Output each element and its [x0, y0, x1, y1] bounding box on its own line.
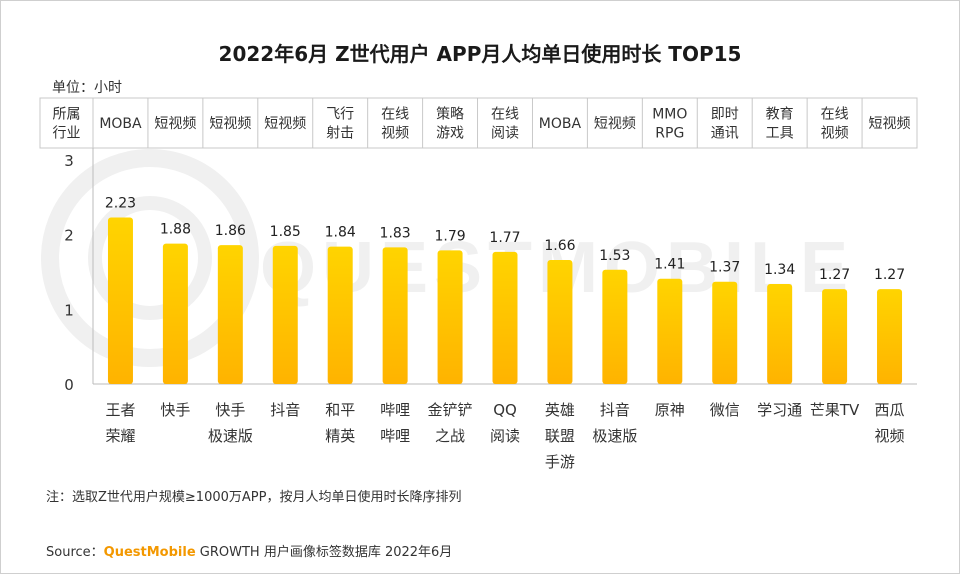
x-tick-label: 芒果TV [810, 401, 860, 419]
table-header-label: 所属 [53, 107, 81, 123]
y-tick-label: 3 [64, 152, 74, 170]
x-tick-label: 西瓜 [875, 401, 905, 419]
x-tick-label: 快手 [160, 401, 190, 419]
bar [657, 278, 683, 384]
y-tick-label: 1 [64, 301, 74, 319]
industry-cell: 短视频 [209, 116, 251, 132]
table-border [39, 97, 918, 149]
bar-value-label: 1.37 [709, 260, 740, 276]
bar [492, 251, 518, 384]
x-tick-label: 学习通 [757, 401, 802, 419]
bar-value-label: 2.23 [105, 195, 136, 211]
bar-value-label: 1.27 [874, 267, 905, 283]
bar [767, 283, 793, 384]
bar [272, 245, 298, 384]
bar [547, 260, 573, 384]
bar-value-label: 1.84 [325, 225, 356, 241]
source-prefix: Source： [46, 545, 104, 560]
x-tick-label: 抖音 [600, 401, 630, 419]
bar [437, 250, 463, 384]
x-tick-label: 之战 [435, 427, 465, 445]
bar [382, 247, 408, 384]
industry-cell: 策略 [436, 106, 464, 123]
x-tick-label: 视频 [875, 427, 905, 445]
bar-value-label: 1.77 [489, 230, 520, 246]
source-line: Source：QuestMobile GROWTH 用户画像标签数据库 2022… [46, 541, 452, 560]
industry-cell: MOBA [99, 116, 142, 132]
bar [162, 243, 188, 384]
bar [877, 289, 903, 384]
industry-cell: 教育 [766, 107, 794, 123]
x-tick-label: 王者 [105, 401, 135, 419]
x-tick-label: 快手 [215, 401, 245, 419]
bar [602, 269, 628, 384]
bar-value-label: 1.86 [215, 223, 246, 239]
x-tick-label: 原神 [655, 401, 685, 419]
x-tick-label: 和平 [325, 401, 355, 419]
bar [327, 246, 353, 384]
x-tick-label: 英雄 [545, 401, 575, 419]
bar-value-label: 1.83 [380, 225, 411, 241]
bar-value-label: 1.88 [160, 222, 191, 238]
bar-value-label: 1.85 [270, 224, 301, 240]
source-rest: GROWTH 用户画像标签数据库 2022年6月 [195, 545, 453, 560]
x-tick-label: 极速版 [592, 427, 637, 445]
industry-cell: 视频 [821, 126, 849, 142]
industry-cell: 短视频 [154, 116, 196, 132]
bar-value-label: 1.27 [819, 267, 850, 283]
y-tick-label: 2 [64, 227, 74, 245]
x-tick-label: 极速版 [208, 427, 253, 445]
table-header-label: 行业 [53, 126, 81, 142]
industry-cell: 阅读 [491, 125, 519, 142]
x-tick-label: 抖音 [270, 401, 300, 419]
bar [217, 245, 243, 384]
industry-cell: 工具 [766, 126, 794, 142]
bar-value-label: 1.79 [434, 228, 465, 244]
footnote: 注：选取Z世代用户规模≥1000万APP，按月人均单日使用时长降序排列 [46, 490, 462, 505]
industry-cell: 短视频 [594, 116, 636, 132]
bar [712, 281, 738, 384]
industry-cell: 在线 [821, 107, 849, 123]
industry-cell: 视频 [381, 126, 409, 142]
industry-cell: 在线 [381, 107, 409, 123]
industry-cell: 飞行 [326, 107, 354, 123]
source-brand: QuestMobile [103, 545, 196, 560]
x-tick-label: 金铲铲 [428, 401, 473, 419]
industry-cell: MMO [652, 107, 687, 123]
x-tick-label: 精英 [325, 427, 355, 445]
unit-label: 单位：小时 [52, 80, 122, 96]
bar-value-label: 1.41 [654, 257, 685, 273]
x-tick-label: 联盟 [545, 427, 575, 445]
x-tick-label: QQ [493, 401, 517, 419]
y-tick-label: 0 [64, 376, 74, 394]
bar-value-label: 1.66 [544, 238, 575, 254]
bar-value-label: 1.53 [599, 248, 630, 264]
industry-cell: 短视频 [264, 116, 306, 132]
x-tick-label: 阅读 [490, 427, 520, 445]
industry-cell: 即时 [711, 107, 739, 123]
bars: 2.23 1.88 1.86 1.85 1.84 1.83 1.79 1.77 1.66 1.53… [105, 195, 905, 384]
x-tick-label: 手游 [545, 453, 575, 471]
industry-cell: 短视频 [869, 116, 911, 132]
bar-value-label: 1.34 [764, 262, 795, 278]
x-tick-label: 微信 [710, 401, 740, 419]
industry-cell: 通讯 [711, 126, 739, 142]
x-tick-label: 荣耀 [105, 427, 135, 445]
industry-cell: 游戏 [436, 126, 464, 142]
industry-cell: 射击 [326, 126, 354, 142]
industry-cell: 在线 [491, 107, 519, 123]
bar [822, 289, 848, 384]
industry-cell: RPG [655, 126, 684, 142]
x-tick-label: 哔哩 [380, 401, 410, 419]
chart-title: 2022年6月 Z世代用户 APP月人均单日使用时长 TOP15 [218, 42, 742, 66]
x-tick-label: 哔哩 [380, 427, 410, 445]
industry-cell: MOBA [539, 116, 582, 132]
bar [107, 217, 133, 384]
